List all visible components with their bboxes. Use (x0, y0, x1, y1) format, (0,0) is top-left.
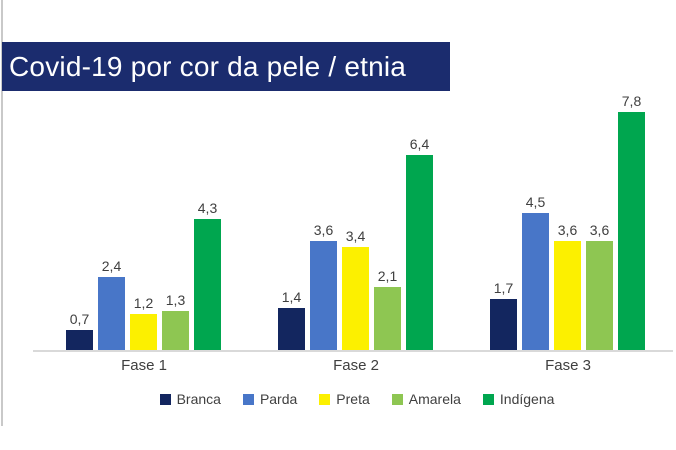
chart-title: Covid-19 por cor da pele / etnia (9, 50, 407, 82)
legend-label: Parda (259, 391, 298, 407)
legend-item: Preta (319, 391, 370, 407)
bar-cell: 7,8 (618, 93, 645, 351)
bar-cell: 6,4 (406, 136, 433, 351)
bar-value-label: 2,1 (377, 268, 398, 284)
bar (586, 241, 613, 351)
legend-item: Amarela (391, 391, 461, 407)
bar-value-label: 1,3 (165, 292, 186, 308)
bar-cell: 1,7 (490, 280, 517, 351)
bar-value-label: 0,7 (69, 311, 90, 327)
legend-item: Parda (242, 391, 298, 407)
bar-cell: 4,3 (194, 200, 221, 351)
bar (342, 247, 369, 351)
legend-label: Amarela (408, 391, 461, 407)
chart-title-bar: Covid-19 por cor da pele / etnia (2, 42, 450, 91)
legend-swatch-icon (159, 393, 171, 405)
bar (162, 311, 189, 351)
bar-cell: 1,3 (162, 292, 189, 351)
bar-value-label: 4,3 (197, 200, 218, 216)
bar-value-label: 1,7 (493, 280, 514, 296)
chart-legend: Branca Parda Preta Amarela Indígena (38, 391, 676, 407)
bar-cell: 3,4 (342, 228, 369, 351)
bar-value-label: 7,8 (621, 93, 642, 109)
bar-group: 1,7 4,5 3,6 3,6 7,8 (490, 93, 645, 351)
bar-value-label: 3,4 (345, 228, 366, 244)
bar-cell: 2,4 (98, 258, 125, 351)
bar (522, 213, 549, 351)
bar (618, 112, 645, 351)
bar (374, 287, 401, 351)
legend-swatch-icon (242, 393, 254, 405)
bar (554, 241, 581, 351)
legend-swatch-icon (391, 393, 403, 405)
bar-cell: 1,2 (130, 295, 157, 351)
legend-item: Branca (159, 391, 221, 407)
bar (490, 299, 517, 351)
bar-cell: 3,6 (586, 222, 613, 351)
bar-group: 0,7 2,4 1,2 1,3 4,3 (66, 200, 221, 351)
legend-label: Preta (336, 391, 370, 407)
legend-label: Indígena (499, 391, 555, 407)
legend-label: Branca (176, 391, 221, 407)
bar (130, 314, 157, 351)
bar (406, 155, 433, 351)
bar (194, 219, 221, 351)
bar (310, 241, 337, 351)
x-axis-line (33, 350, 673, 352)
bar (66, 330, 93, 351)
category-label: Fase 2 (333, 357, 379, 374)
bar (278, 308, 305, 351)
legend-swatch-icon (482, 393, 494, 405)
category-label: Fase 1 (121, 357, 167, 374)
bar-value-label: 3,6 (589, 222, 610, 238)
bar-group: 1,4 3,6 3,4 2,1 6,4 (278, 136, 433, 351)
bar-cell: 4,5 (522, 194, 549, 351)
legend-swatch-icon (319, 393, 331, 405)
category-label: Fase 3 (545, 357, 591, 374)
bar-cell: 1,4 (278, 289, 305, 351)
legend-item: Indígena (482, 391, 555, 407)
bar-value-label: 3,6 (313, 222, 334, 238)
bar-cell: 0,7 (66, 311, 93, 351)
bar-value-label: 3,6 (557, 222, 578, 238)
bar-value-label: 2,4 (101, 258, 122, 274)
bar-value-label: 1,4 (281, 289, 302, 305)
bar-cell: 3,6 (554, 222, 581, 351)
bar-value-label: 6,4 (409, 136, 430, 152)
bar (98, 277, 125, 351)
bar-cell: 2,1 (374, 268, 401, 351)
bar-value-label: 4,5 (525, 194, 546, 210)
bar-value-label: 1,2 (133, 295, 154, 311)
slide-left-border (1, 0, 3, 426)
bar-cell: 3,6 (310, 222, 337, 351)
